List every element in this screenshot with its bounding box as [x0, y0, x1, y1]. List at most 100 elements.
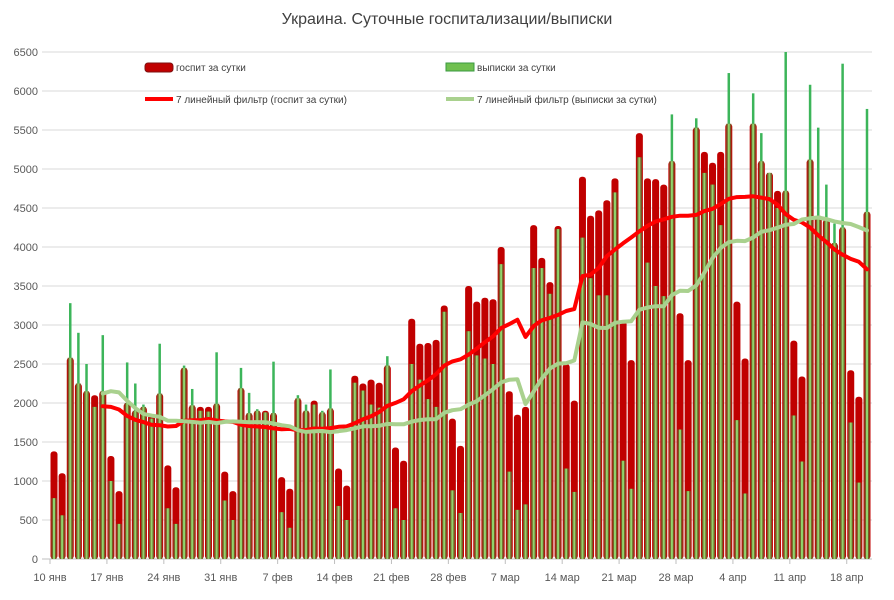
bar-disch-inner	[735, 420, 738, 559]
bar-disch	[125, 362, 129, 403]
x-tick-label: 7 мар	[491, 572, 520, 584]
bar-disch-inner	[166, 508, 169, 559]
bar-disch-inner	[443, 311, 446, 559]
bar-disch-inner	[264, 412, 267, 559]
bar-disch-inner	[638, 157, 641, 560]
bar-disch-inner	[345, 520, 348, 559]
x-tick-label: 11 апр	[773, 572, 806, 584]
bar-disch-inner	[492, 364, 495, 559]
bar-disch-inner	[142, 406, 145, 559]
bar-disch-inner	[109, 481, 112, 559]
bar-disch-inner	[817, 215, 820, 560]
bar-disch-inner	[61, 515, 64, 559]
bar-disch-inner	[597, 295, 600, 559]
y-tick-label: 2000	[14, 398, 38, 410]
bar-disch-inner	[53, 498, 55, 559]
bar-disch-inner	[532, 268, 535, 559]
bar-disch-inner	[540, 268, 543, 559]
bar-disch	[329, 369, 332, 409]
bar-disch	[816, 127, 820, 216]
bar-disch-inner	[361, 390, 364, 559]
bar-disch-inner	[239, 388, 242, 559]
bar-disch-inner	[857, 482, 860, 559]
bar-disch	[256, 409, 259, 411]
bar-disch-inner	[744, 493, 747, 559]
bar-disch	[190, 388, 194, 406]
y-tick-label: 6500	[14, 47, 38, 59]
bar-disch	[142, 404, 145, 407]
y-tick-label: 5500	[14, 125, 38, 137]
bar-disch	[182, 365, 186, 368]
bar-disch-inner	[272, 413, 275, 559]
bar-disch-inner	[353, 382, 356, 559]
bar-disch-inner	[711, 184, 714, 559]
bar-disch	[751, 93, 755, 124]
x-tick-label: 21 фев	[373, 572, 409, 584]
bar-disch-inner	[508, 471, 511, 559]
bar-disch-inner	[215, 403, 218, 559]
bar-disch	[296, 395, 300, 399]
x-tick-label: 31 янв	[204, 572, 237, 584]
bar-disch-inner	[150, 418, 153, 559]
bar-disch	[272, 361, 275, 414]
bar-disch-inner	[524, 504, 527, 559]
bar-disch-inner	[101, 391, 104, 559]
bar-disch-inner	[784, 190, 787, 559]
legend-label-hosp: госпит за сутки	[176, 63, 246, 74]
x-tick-label: 28 фев	[430, 572, 466, 584]
y-tick-label: 3500	[14, 281, 38, 293]
bar-disch	[784, 52, 787, 191]
bar-disch-inner	[833, 243, 836, 559]
bars	[50, 52, 871, 560]
bar-disch	[134, 383, 137, 411]
bar-disch-inner	[329, 408, 332, 559]
bar-disch-inner	[223, 500, 226, 559]
bar-disch	[247, 392, 251, 414]
bar-disch	[85, 364, 88, 392]
bar-disch-inner	[841, 227, 844, 559]
bar-disch-inner	[93, 406, 96, 559]
bar-disch-inner	[459, 512, 462, 559]
bar-disch	[77, 332, 80, 384]
legend-swatch-disch	[445, 62, 475, 72]
bar-disch-inner	[305, 410, 308, 559]
bar-disch-inner	[378, 407, 381, 559]
bar-disch-inner	[475, 355, 478, 559]
bar-disch-inner	[809, 159, 812, 559]
bar-disch-inner	[792, 415, 795, 559]
x-tick-label: 10 янв	[33, 572, 66, 584]
bar-disch	[386, 356, 389, 366]
x-tick-label: 24 янв	[147, 572, 180, 584]
y-tick-label: 3000	[14, 320, 38, 332]
bar-disch	[215, 352, 218, 404]
bar-disch-inner	[695, 127, 698, 559]
bar-disch-inner	[337, 505, 340, 559]
legend-label-hosp-ma: 7 линейный фильтр (госпит за сутки)	[176, 94, 347, 106]
y-tick-label: 1500	[14, 437, 38, 449]
bar-disch	[304, 404, 308, 411]
line-disch-ma	[100, 215, 869, 435]
bar-disch-inner	[613, 192, 616, 559]
bar-disch-inner	[256, 410, 259, 559]
legend-swatch-hosp	[144, 62, 174, 73]
gridlines	[42, 51, 872, 560]
bar-disch-inner	[410, 364, 413, 559]
bar-disch-inner	[435, 406, 438, 559]
y-tick-label: 500	[20, 515, 38, 527]
x-tick-label: 14 фев	[316, 572, 352, 584]
bar-disch-inner	[77, 383, 80, 559]
bar-disch-inner	[760, 161, 763, 559]
bar-disch-inner	[516, 509, 519, 559]
bar-disch-inner	[719, 225, 722, 559]
x-tick-label: 7 фев	[263, 572, 293, 584]
x-tick-label: 21 мар	[602, 572, 637, 584]
bar-disch-inner	[85, 391, 88, 559]
bar-disch-inner	[313, 404, 316, 559]
bar-disch	[825, 184, 828, 220]
bar-disch-inner	[776, 208, 779, 559]
y-tick-label: 1000	[14, 476, 38, 488]
bar-disch-inner	[849, 422, 852, 559]
bar-disch-inner	[605, 295, 608, 559]
bar-disch-inner	[654, 286, 657, 559]
